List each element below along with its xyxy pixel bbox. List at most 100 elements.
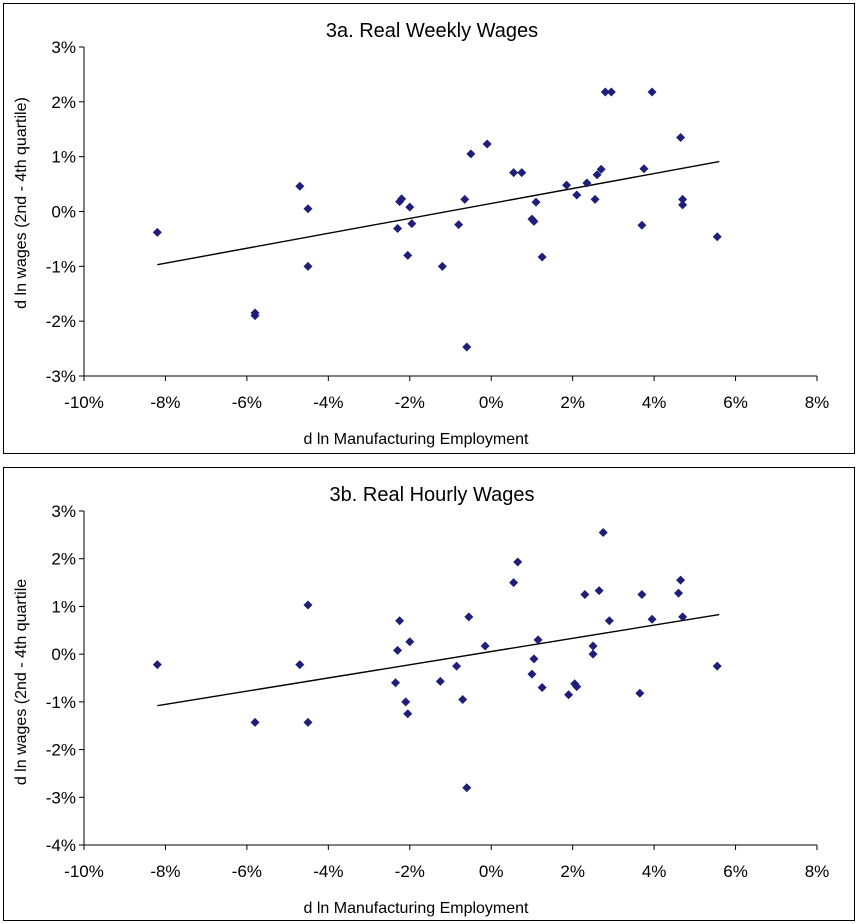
y-axis-label: d ln wages (2nd - 4th quartile bbox=[13, 579, 30, 785]
data-point bbox=[152, 660, 162, 670]
data-point bbox=[529, 216, 539, 226]
chart-weekly-wages: 3a. Real Weekly Wages d ln Manufacturing… bbox=[13, 20, 830, 448]
x-tick-label: 6% bbox=[723, 862, 748, 881]
data-point bbox=[580, 590, 590, 599]
data-point bbox=[250, 717, 260, 727]
x-tick-label: -10% bbox=[64, 393, 104, 412]
data-point bbox=[395, 616, 405, 626]
data-point bbox=[606, 87, 616, 97]
data-point bbox=[517, 168, 527, 178]
data-point bbox=[464, 612, 474, 622]
data-point bbox=[712, 661, 722, 671]
data-point bbox=[452, 661, 462, 671]
y-tick-label: 2% bbox=[51, 550, 76, 569]
data-point bbox=[533, 635, 543, 645]
x-tick-label: -2% bbox=[395, 862, 425, 881]
trend-line bbox=[157, 613, 720, 707]
x-tick-label: -4% bbox=[313, 862, 343, 881]
data-point bbox=[582, 178, 592, 188]
x-tick-label: -8% bbox=[150, 393, 180, 412]
data-point bbox=[678, 194, 688, 204]
data-point bbox=[635, 688, 645, 698]
data-point bbox=[458, 694, 468, 704]
x-tick-label: -4% bbox=[313, 393, 343, 412]
plot-area: 3% 2% 1% 0% -1% -2% -3% -10% -8% -6% -4% -2% 0% 2% 4% 6… bbox=[46, 38, 830, 412]
data-point bbox=[509, 578, 519, 588]
chart-panel-weekly: 3a. Real Weekly Wages d ln Manufacturing… bbox=[3, 3, 855, 454]
data-point bbox=[295, 181, 305, 191]
x-tick-label: 4% bbox=[642, 862, 667, 881]
data-point bbox=[480, 641, 490, 651]
data-point bbox=[391, 678, 401, 688]
data-point bbox=[303, 600, 313, 610]
data-point bbox=[437, 261, 447, 271]
data-point bbox=[590, 194, 600, 204]
data-point bbox=[454, 220, 464, 230]
plot-area: 3% 2% 1% 0% -1% -2% -3% -4% -10% -8% -6% -4% -2% 0% 2%… bbox=[46, 502, 830, 881]
data-point bbox=[513, 557, 523, 567]
data-point bbox=[588, 649, 598, 659]
data-point bbox=[152, 227, 162, 237]
data-point bbox=[676, 575, 686, 585]
data-point bbox=[600, 87, 610, 97]
x-axis-label: d ln Manufacturing Employment bbox=[304, 900, 530, 917]
data-point bbox=[393, 645, 403, 655]
data-point bbox=[637, 220, 647, 230]
data-point bbox=[647, 614, 657, 624]
y-tick-label: -2% bbox=[46, 741, 76, 760]
data-point bbox=[537, 683, 547, 693]
x-tick-label: -8% bbox=[150, 862, 180, 881]
data-point bbox=[460, 194, 470, 204]
data-point bbox=[397, 194, 407, 204]
data-point bbox=[637, 590, 647, 599]
data-point bbox=[250, 311, 260, 321]
data-point bbox=[572, 190, 582, 200]
data-point bbox=[592, 170, 602, 180]
trend-line bbox=[157, 160, 720, 266]
data-point bbox=[462, 342, 472, 352]
x-tick-label: 8% bbox=[805, 862, 830, 881]
y-tick-label: -1% bbox=[46, 257, 76, 276]
data-point bbox=[596, 164, 606, 174]
data-point bbox=[295, 660, 305, 670]
x-tick-label: -2% bbox=[395, 393, 425, 412]
data-point bbox=[678, 612, 688, 622]
y-tick-label: -1% bbox=[46, 693, 76, 712]
x-tick-label: 0% bbox=[479, 862, 504, 881]
data-point bbox=[462, 783, 472, 793]
data-point bbox=[303, 204, 313, 214]
chart-title: 3b. Real Hourly Wages bbox=[330, 484, 535, 506]
x-tick-label: 2% bbox=[560, 862, 585, 881]
y-tick-label: 1% bbox=[51, 148, 76, 167]
y-tick-label: -2% bbox=[46, 312, 76, 331]
data-point bbox=[529, 654, 539, 664]
x-tick-label: 8% bbox=[805, 393, 830, 412]
data-point bbox=[639, 164, 649, 174]
chart-hourly-wages: 3b. Real Hourly Wages d ln Manufacturing… bbox=[13, 484, 830, 917]
data-point bbox=[674, 588, 684, 598]
x-tick-label: 4% bbox=[642, 393, 667, 412]
x-tick-label: 2% bbox=[560, 393, 585, 412]
y-tick-label: -3% bbox=[46, 788, 76, 807]
y-tick-label: 1% bbox=[51, 597, 76, 616]
data-point bbox=[712, 232, 722, 242]
data-point bbox=[407, 219, 417, 229]
y-tick-label: 3% bbox=[51, 502, 76, 521]
data-point bbox=[403, 250, 413, 260]
data-point bbox=[303, 717, 313, 727]
data-point bbox=[393, 223, 403, 233]
data-point bbox=[405, 637, 415, 647]
data-point bbox=[531, 197, 541, 207]
data-point bbox=[401, 697, 411, 707]
data-point bbox=[588, 641, 598, 651]
data-point bbox=[527, 669, 537, 679]
y-tick-label: 2% bbox=[51, 93, 76, 112]
data-point bbox=[435, 676, 445, 686]
data-point bbox=[482, 139, 492, 149]
data-point bbox=[678, 200, 688, 210]
chart-title: 3a. Real Weekly Wages bbox=[326, 20, 538, 42]
data-point bbox=[466, 149, 476, 159]
y-tick-label: -4% bbox=[46, 836, 76, 855]
data-point bbox=[303, 261, 313, 271]
data-point bbox=[562, 180, 572, 190]
